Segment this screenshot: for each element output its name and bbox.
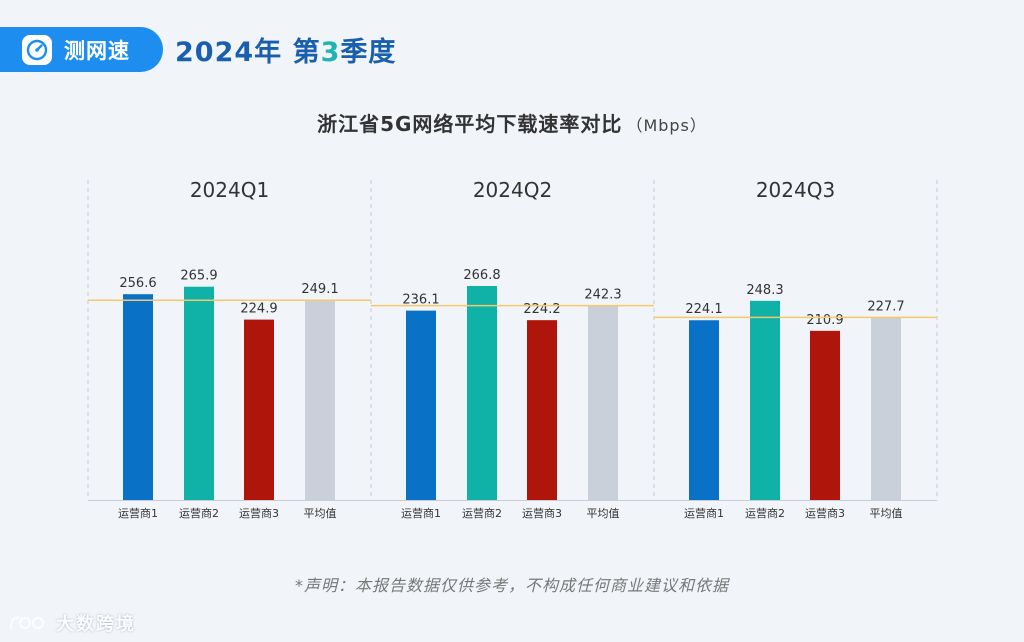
bar bbox=[305, 300, 335, 500]
data-label: 227.7 bbox=[867, 299, 904, 314]
brand-badge: 测网速 bbox=[0, 27, 163, 72]
category-label: 运营商1 bbox=[401, 506, 441, 520]
bar-chart: 2024Q1 256.6 运营商1 265.9 运营商2 224.9 运营商3 249.1 平均… bbox=[87, 178, 938, 520]
bar bbox=[406, 310, 436, 500]
bar bbox=[527, 320, 557, 500]
bar bbox=[689, 320, 719, 500]
quarter-prefix: 第 bbox=[292, 37, 321, 68]
data-label: 266.8 bbox=[463, 268, 500, 283]
category-label: 运营商2 bbox=[179, 506, 219, 520]
category-label: 平均值 bbox=[870, 507, 903, 520]
category-label: 运营商1 bbox=[118, 506, 158, 520]
category-label: 平均值 bbox=[304, 507, 337, 520]
data-label: 256.6 bbox=[119, 276, 156, 291]
data-label: 242.3 bbox=[584, 288, 621, 303]
data-label: 265.9 bbox=[180, 269, 217, 284]
speedometer-icon bbox=[22, 34, 52, 65]
group-title: 2024Q3 bbox=[756, 178, 835, 202]
bar bbox=[467, 286, 497, 500]
group-title: 2024Q2 bbox=[473, 178, 552, 202]
logo-icon bbox=[9, 616, 45, 630]
category-label: 运营商2 bbox=[462, 506, 502, 520]
category-label: 平均值 bbox=[587, 507, 620, 520]
chart-unit: （Mbps） bbox=[626, 116, 707, 135]
quarter-suffix: 季度 bbox=[340, 37, 397, 68]
chart-title-text: 浙江省5G网络平均下载速率对比 bbox=[317, 112, 623, 136]
bar bbox=[871, 317, 901, 500]
data-label: 210.9 bbox=[806, 313, 843, 328]
data-label: 249.1 bbox=[301, 282, 338, 297]
quarter-number: 3 bbox=[320, 37, 341, 68]
bar bbox=[588, 305, 618, 500]
data-label: 248.3 bbox=[746, 283, 783, 298]
data-label: 224.1 bbox=[685, 302, 722, 317]
category-label: 运营商3 bbox=[522, 506, 562, 520]
brand-name: 测网速 bbox=[64, 38, 130, 63]
bar bbox=[244, 319, 274, 500]
bar bbox=[750, 300, 780, 500]
category-label: 运营商2 bbox=[745, 506, 785, 520]
chart-title: 浙江省5G网络平均下载速率对比 （Mbps） bbox=[0, 108, 1024, 137]
watermark-text: 大数跨境 bbox=[56, 614, 136, 635]
category-label: 运营商1 bbox=[684, 506, 724, 520]
bar bbox=[184, 286, 214, 500]
bar bbox=[123, 294, 153, 500]
bar bbox=[810, 330, 840, 500]
group-title: 2024Q1 bbox=[190, 178, 269, 202]
data-label: 224.2 bbox=[523, 302, 560, 317]
year-label: 2024年 bbox=[175, 37, 283, 68]
data-label: 224.9 bbox=[240, 302, 277, 317]
disclaimer: *声明：本报告数据仅供参考，不构成任何商业建议和依据 bbox=[294, 576, 729, 595]
watermark: 大数跨境 bbox=[8, 610, 136, 636]
category-label: 运营商3 bbox=[239, 506, 279, 520]
category-label: 运营商3 bbox=[805, 506, 845, 520]
report-period: 2024年 第3季度 bbox=[175, 30, 396, 69]
data-label: 236.1 bbox=[402, 293, 439, 308]
